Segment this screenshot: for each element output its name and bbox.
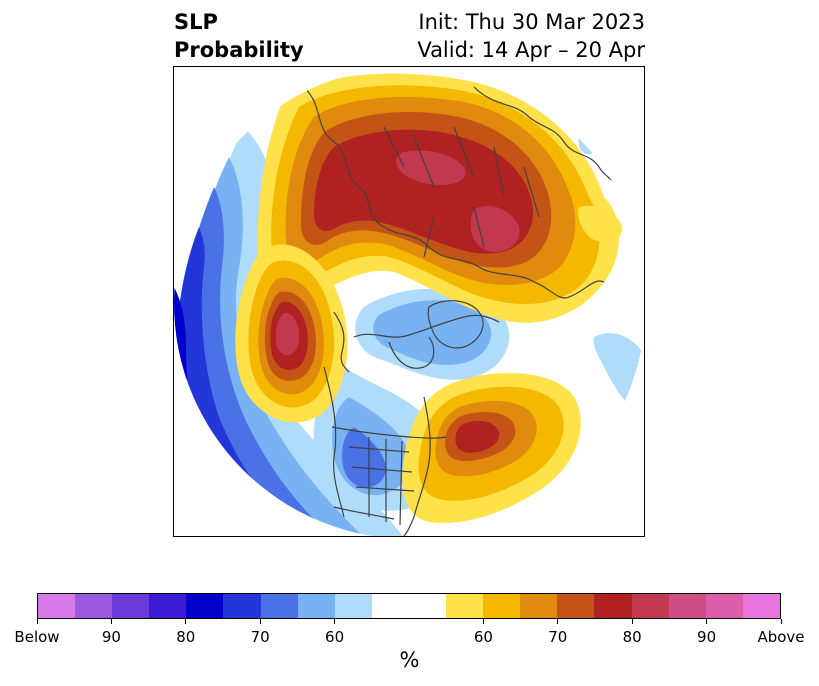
colorbar-unit-label: % — [399, 648, 420, 672]
colorbar-segment — [38, 594, 76, 618]
us-mexico-border — [333, 506, 395, 520]
title-init-date: Init: Thu 30 Mar 2023 — [418, 10, 645, 34]
probability-contour-a80 — [455, 421, 500, 453]
europe-coastline — [473, 86, 620, 193]
canada-arctic-coastline — [353, 314, 500, 338]
above-normal-region-pacific — [235, 244, 348, 423]
colorbar-segment — [520, 594, 558, 618]
colorbar-segment — [297, 594, 335, 618]
probability-contour-a85 — [275, 312, 300, 356]
greenland-coastline — [427, 300, 484, 349]
colorbar-segment — [705, 594, 743, 618]
colorbar-tick — [185, 619, 187, 624]
colorbar-segment — [75, 594, 113, 618]
eurasia-interior-borders — [383, 126, 540, 258]
colorbar-tick-label: 70 — [250, 628, 270, 646]
hudson-bay-coastline — [388, 336, 435, 369]
north-america-east-coastline — [401, 396, 431, 536]
colorbar-tick — [631, 619, 633, 624]
colorbar-tick-label: 60 — [325, 628, 345, 646]
colorbar-tick — [780, 619, 782, 624]
colorbar-segment — [594, 594, 632, 618]
colorbar-tick-label: 90 — [101, 628, 121, 646]
colorbar-tick-label: Below — [14, 628, 60, 646]
colorbar-segment — [483, 594, 521, 618]
colorbar-tick-label: 70 — [548, 628, 568, 646]
us-state-borders — [348, 437, 415, 526]
colorbar-tick — [334, 619, 336, 624]
colorbar-segment — [668, 594, 706, 618]
colorbar-segment — [112, 594, 150, 618]
colorbar-segment — [186, 594, 224, 618]
probability-contour-b70 — [373, 300, 492, 365]
title-right: Init: Thu 30 Mar 2023 Valid: 14 Apr – 20… — [417, 8, 645, 64]
colorbar-tick — [557, 619, 559, 624]
title-variable: SLP — [174, 10, 218, 34]
colorbar-tick — [706, 619, 708, 624]
colorbar-segment — [557, 594, 595, 618]
colorbar-tick — [36, 619, 38, 624]
probability-contour-b80 — [342, 427, 386, 488]
colorbar-tick-label: 80 — [176, 628, 196, 646]
probability-colorbar — [37, 593, 781, 619]
title-valid-range: Valid: 14 Apr – 20 Apr — [417, 38, 645, 62]
colorbar-tick-label: Above — [757, 628, 805, 646]
probability-contour-a60 — [578, 205, 623, 242]
colorbar-tick-label: 90 — [697, 628, 717, 646]
colorbar-segment — [223, 594, 261, 618]
north-america-west-coastline — [323, 366, 345, 518]
above-normal-region-eurasia — [257, 73, 623, 323]
colorbar-segment — [371, 594, 409, 618]
colorbar-tick — [482, 619, 484, 624]
alaska-coastline — [333, 311, 350, 373]
colorbar-segment — [334, 594, 372, 618]
title-left: SLP Probability — [174, 8, 304, 64]
colorbar-ticks: Below 90 80 70 60 60 70 80 90 Above — [14, 619, 805, 649]
above-normal-region-atlantic — [402, 373, 581, 523]
colorbar-segment — [631, 594, 669, 618]
coastlines-and-borders — [303, 86, 620, 536]
map-panel — [173, 66, 645, 537]
colorbar-tick-label: 80 — [622, 628, 642, 646]
us-canada-border — [331, 426, 447, 439]
title-product: Probability — [174, 38, 304, 62]
colorbar-tick-label: 60 — [473, 628, 493, 646]
colorbar-segment — [446, 594, 484, 618]
eurasia-coastline — [303, 86, 605, 299]
colorbar-segment — [742, 594, 780, 618]
colorbar-segment — [260, 594, 298, 618]
colorbar-tick — [259, 619, 261, 624]
colorbar-tick — [110, 619, 112, 624]
probability-map — [174, 67, 644, 536]
probability-contour-a85 — [396, 150, 466, 185]
colorbar-segment — [408, 594, 447, 618]
colorbar-segment — [149, 594, 187, 618]
